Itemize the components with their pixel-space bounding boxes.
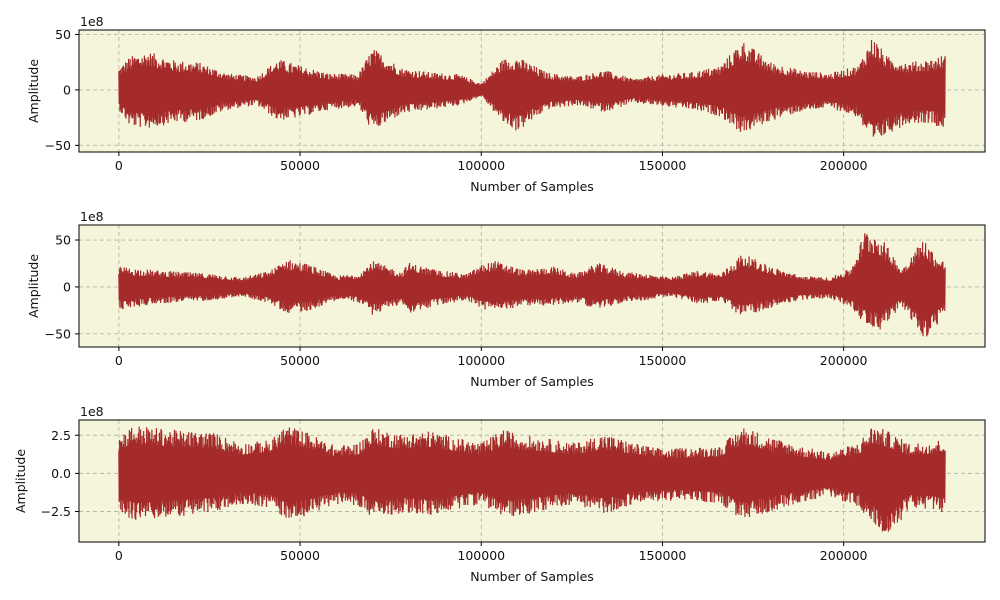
y-offset-label: 1e8 — [80, 404, 104, 419]
x-tick-label: 50000 — [280, 158, 320, 173]
plot-frame — [78, 419, 986, 543]
y-tick-label: −2.5 — [41, 504, 71, 519]
y-tick-label: 0 — [63, 279, 71, 294]
plot-frame — [78, 29, 986, 153]
y-tick-label: −50 — [45, 326, 71, 341]
x-tick-label: 50000 — [280, 353, 320, 368]
y-tick-label: −50 — [45, 138, 71, 153]
y-tick-label: 0.0 — [51, 466, 71, 481]
x-axis-label: Number of Samples — [470, 374, 594, 389]
x-tick-label: 0 — [115, 353, 123, 368]
x-tick-label: 100000 — [457, 158, 505, 173]
x-axis-label: Number of Samples — [470, 569, 594, 584]
waveform-line — [118, 40, 946, 137]
y-tick-label: 0 — [63, 82, 71, 97]
y-axis-label: Amplitude — [13, 449, 28, 513]
x-tick-label: 150000 — [639, 548, 687, 563]
waveform-line — [118, 233, 946, 337]
x-tick-label: 150000 — [639, 158, 687, 173]
x-tick-label: 0 — [115, 158, 123, 173]
subplot-2: 0 50000 100000 150000 200000 −50 0 50 Number of … — [26, 209, 986, 389]
waveform-line — [118, 426, 946, 532]
x-tick-label: 100000 — [457, 548, 505, 563]
y-offset-label: 1e8 — [80, 209, 104, 224]
y-tick-label: 50 — [55, 27, 71, 42]
y-offset-label: 1e8 — [80, 14, 104, 29]
plot-frame — [78, 224, 986, 348]
x-tick-label: 200000 — [820, 158, 868, 173]
y-tick-label: 2.5 — [51, 428, 71, 443]
subplot-1: 0 50000 100000 150000 200000 −50 0 50 Number of … — [26, 14, 986, 194]
y-axis-label: Amplitude — [26, 254, 41, 318]
x-tick-label: 0 — [115, 548, 123, 563]
x-axis-label: Number of Samples — [470, 179, 594, 194]
y-axis-label: Amplitude — [26, 59, 41, 123]
x-tick-label: 200000 — [820, 548, 868, 563]
x-tick-label: 200000 — [820, 353, 868, 368]
x-tick-label: 50000 — [280, 548, 320, 563]
subplot-3: 0 50000 100000 150000 200000 −2.5 0.0 2.5 Number… — [13, 404, 986, 584]
y-tick-label: 50 — [55, 233, 71, 248]
x-tick-label: 150000 — [639, 353, 687, 368]
x-tick-label: 100000 — [457, 353, 505, 368]
